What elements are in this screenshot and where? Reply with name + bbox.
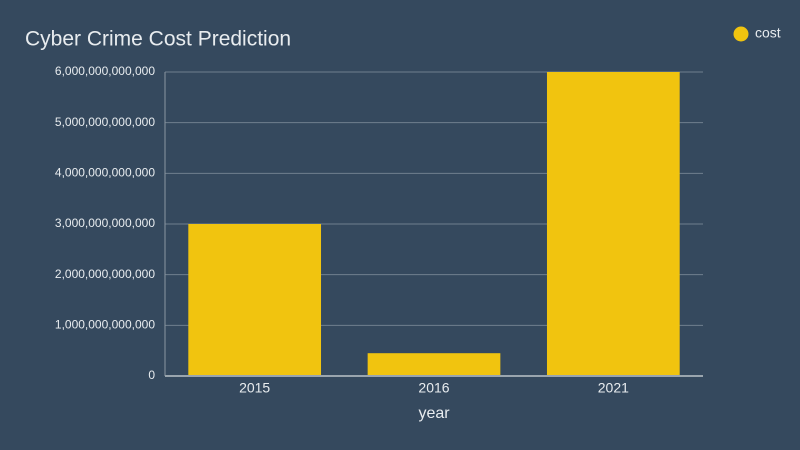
x-axis-label: year [418,405,450,422]
y-tick-label: 4,000,000,000,000 [55,166,155,180]
bar [188,224,322,376]
y-tick-label: 5,000,000,000,000 [55,115,155,129]
y-tick-label: 3,000,000,000,000 [55,216,155,230]
x-tick-label: 2015 [239,380,270,396]
x-tick-label: 2016 [418,380,449,396]
chart-title: Cyber Crime Cost Prediction [25,28,291,51]
x-tick-label: 2021 [598,380,629,396]
legend-label: cost [755,25,781,41]
legend-swatch [733,26,749,42]
y-tick-label: 6,000,000,000,000 [55,64,155,78]
bar [546,72,680,376]
y-tick-label: 1,000,000,000,000 [55,318,155,332]
y-tick-label: 0 [148,368,155,382]
y-tick-label: 2,000,000,000,000 [55,267,155,281]
bar [367,353,501,376]
